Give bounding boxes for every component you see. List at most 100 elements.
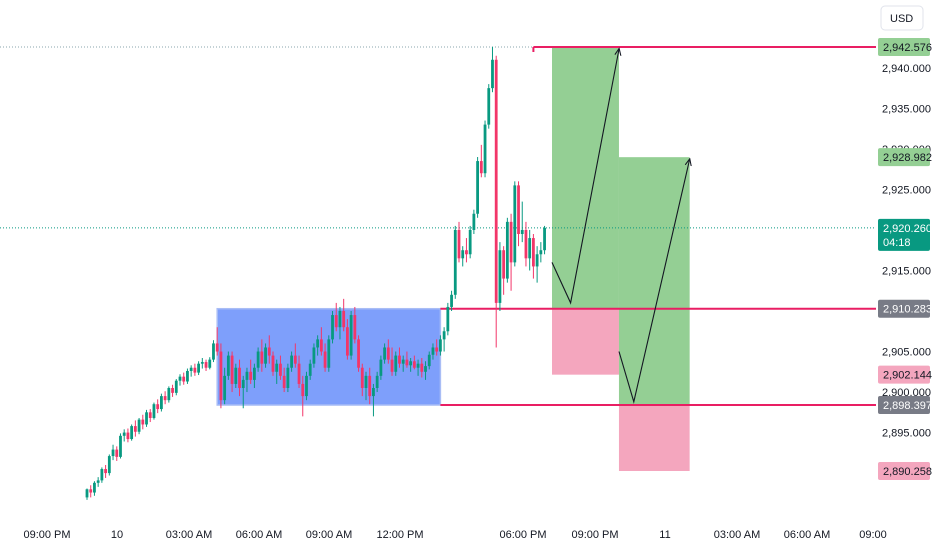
projection-path-1[interactable] (551, 49, 619, 305)
price-tag: 2,898.397 (878, 396, 932, 415)
candle (100, 467, 104, 483)
stop-zone-2[interactable] (618, 405, 690, 471)
candle (279, 355, 282, 380)
stop-zone-1[interactable] (552, 308, 619, 375)
candle (457, 221, 461, 263)
candle (379, 355, 383, 380)
time-tick-label: 09:00 PM (23, 529, 70, 541)
price-tick-label: 2,935.000 (882, 103, 931, 115)
levels-layer (0, 46, 876, 407)
candle (130, 424, 134, 441)
time-tick-label: 10 (111, 529, 123, 541)
candle (398, 347, 401, 368)
candle (409, 358, 413, 372)
candle (193, 363, 197, 376)
candle (111, 444, 115, 461)
candle (256, 347, 260, 372)
candle (297, 355, 301, 388)
candle (450, 290, 453, 312)
candle (405, 351, 409, 368)
candle (186, 368, 189, 384)
price-axis-background (876, 0, 932, 518)
candle (319, 327, 323, 356)
time-tick-label: 09:00 PM (571, 529, 618, 541)
price-tick-label: 2,905.000 (882, 347, 931, 359)
candle (197, 361, 200, 376)
candle (96, 477, 100, 487)
candle (241, 375, 245, 409)
price-axis[interactable]: 2,940.0002,935.0002,930.0002,925.0002,91… (876, 0, 932, 518)
candle (200, 358, 204, 369)
candle (104, 464, 107, 478)
time-axis-background (0, 518, 932, 550)
candle (465, 238, 468, 263)
time-tick-label: 06:00 AM (784, 529, 830, 541)
candle (442, 327, 446, 352)
countdown-label: 04:18 (883, 237, 911, 249)
currency-button[interactable]: USD (880, 5, 924, 31)
candle (386, 339, 390, 364)
candle (230, 351, 234, 393)
trade-paths-layer (551, 49, 690, 404)
candle (353, 306, 357, 344)
candle (316, 335, 320, 356)
candle (126, 428, 130, 443)
candle (312, 343, 316, 368)
candle (167, 386, 171, 403)
time-tick-label: 11 (659, 529, 670, 541)
candle (431, 343, 435, 360)
time-tick-label: 09:00 (859, 529, 887, 541)
candle (293, 343, 297, 368)
target-zone-2[interactable] (618, 157, 690, 406)
price-tick-label: 2,915.000 (882, 265, 931, 277)
price-tag-label: 2,890.258 (883, 466, 932, 478)
candle (524, 221, 528, 267)
time-tick-label: 09:00 AM (306, 529, 352, 541)
candle (133, 420, 137, 437)
candle (301, 375, 305, 417)
projection-path-2[interactable] (618, 160, 690, 404)
candle (323, 343, 327, 372)
price-tag-label: 2,942.576 (883, 42, 932, 54)
candle (163, 391, 167, 405)
candle (349, 311, 353, 360)
candle (424, 361, 427, 380)
candle (372, 383, 375, 417)
candle (394, 351, 398, 376)
time-tick-label: 03:00 AM (714, 529, 760, 541)
candles-layer (85, 46, 546, 500)
time-tick-label: 06:00 AM (236, 529, 282, 541)
candle (308, 359, 312, 380)
candle (249, 359, 253, 384)
candle (494, 55, 498, 348)
candle (271, 351, 275, 376)
candle (223, 367, 227, 405)
candle (502, 246, 506, 295)
candle (267, 335, 271, 364)
candle (290, 351, 293, 372)
candle (226, 351, 230, 380)
candle (234, 363, 238, 388)
candle (208, 357, 212, 370)
candle (215, 327, 219, 356)
candle (535, 246, 539, 283)
candle (85, 488, 89, 500)
candle (446, 302, 450, 336)
candle (305, 371, 308, 401)
candle (346, 319, 349, 360)
candle (264, 343, 267, 368)
time-axis[interactable]: 09:00 PM 10 03:00 AM 06:00 AM 09:00 AM 12:00 … (0, 518, 932, 550)
candle (148, 409, 152, 423)
candle (539, 242, 543, 263)
candle (189, 365, 193, 377)
candle (416, 359, 420, 376)
candle (212, 340, 215, 363)
target-zone-1[interactable] (552, 47, 619, 309)
candle (204, 359, 208, 371)
candle (375, 371, 379, 393)
candle (383, 343, 386, 364)
price-tag: 2,928.982 (878, 148, 932, 167)
candle (122, 429, 126, 442)
candle (219, 343, 223, 409)
